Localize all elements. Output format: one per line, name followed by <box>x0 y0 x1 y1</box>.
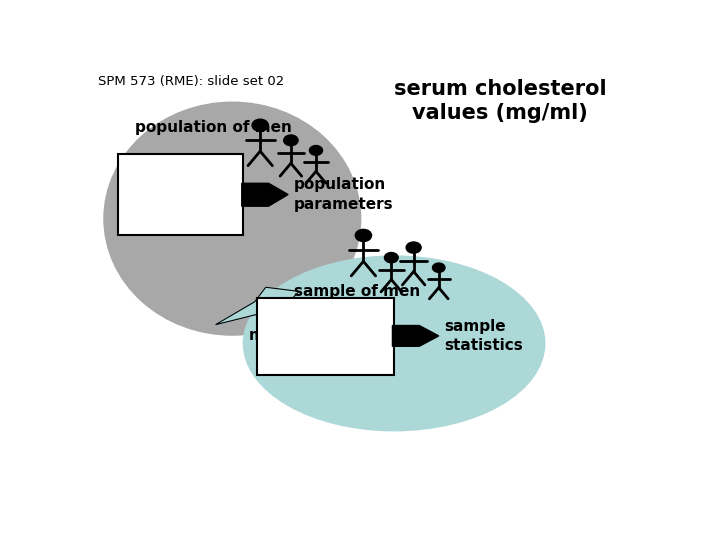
Circle shape <box>406 242 421 253</box>
Text: serum cholesterol
values (mg/ml): serum cholesterol values (mg/ml) <box>394 79 606 123</box>
Text: SPM 573 (RME): slide set 02: SPM 573 (RME): slide set 02 <box>99 75 284 88</box>
Ellipse shape <box>243 256 545 431</box>
Text: n = 100
mean = x̅ = 216.0
S.D. = s = 40.2: n = 100 mean = x̅ = 216.0 S.D. = s = 40.… <box>249 306 402 366</box>
Text: population
parameters: population parameters <box>294 177 393 212</box>
Circle shape <box>355 230 372 241</box>
Circle shape <box>433 263 445 272</box>
Text: sample of men: sample of men <box>294 284 420 299</box>
Polygon shape <box>215 287 300 325</box>
Circle shape <box>384 253 398 263</box>
Text: population of men: population of men <box>135 120 292 134</box>
Polygon shape <box>392 326 438 346</box>
Ellipse shape <box>104 102 361 335</box>
Circle shape <box>310 145 323 156</box>
FancyBboxPatch shape <box>118 154 243 235</box>
Circle shape <box>252 119 269 131</box>
FancyBboxPatch shape <box>258 298 394 375</box>
Text: N = ?
mean = μ = ?
S.D. = σ = ?: N = ? mean = μ = ? S.D. = σ = ? <box>124 164 238 225</box>
Text: sample
statistics: sample statistics <box>444 319 523 353</box>
Polygon shape <box>242 183 288 206</box>
Circle shape <box>284 135 298 146</box>
